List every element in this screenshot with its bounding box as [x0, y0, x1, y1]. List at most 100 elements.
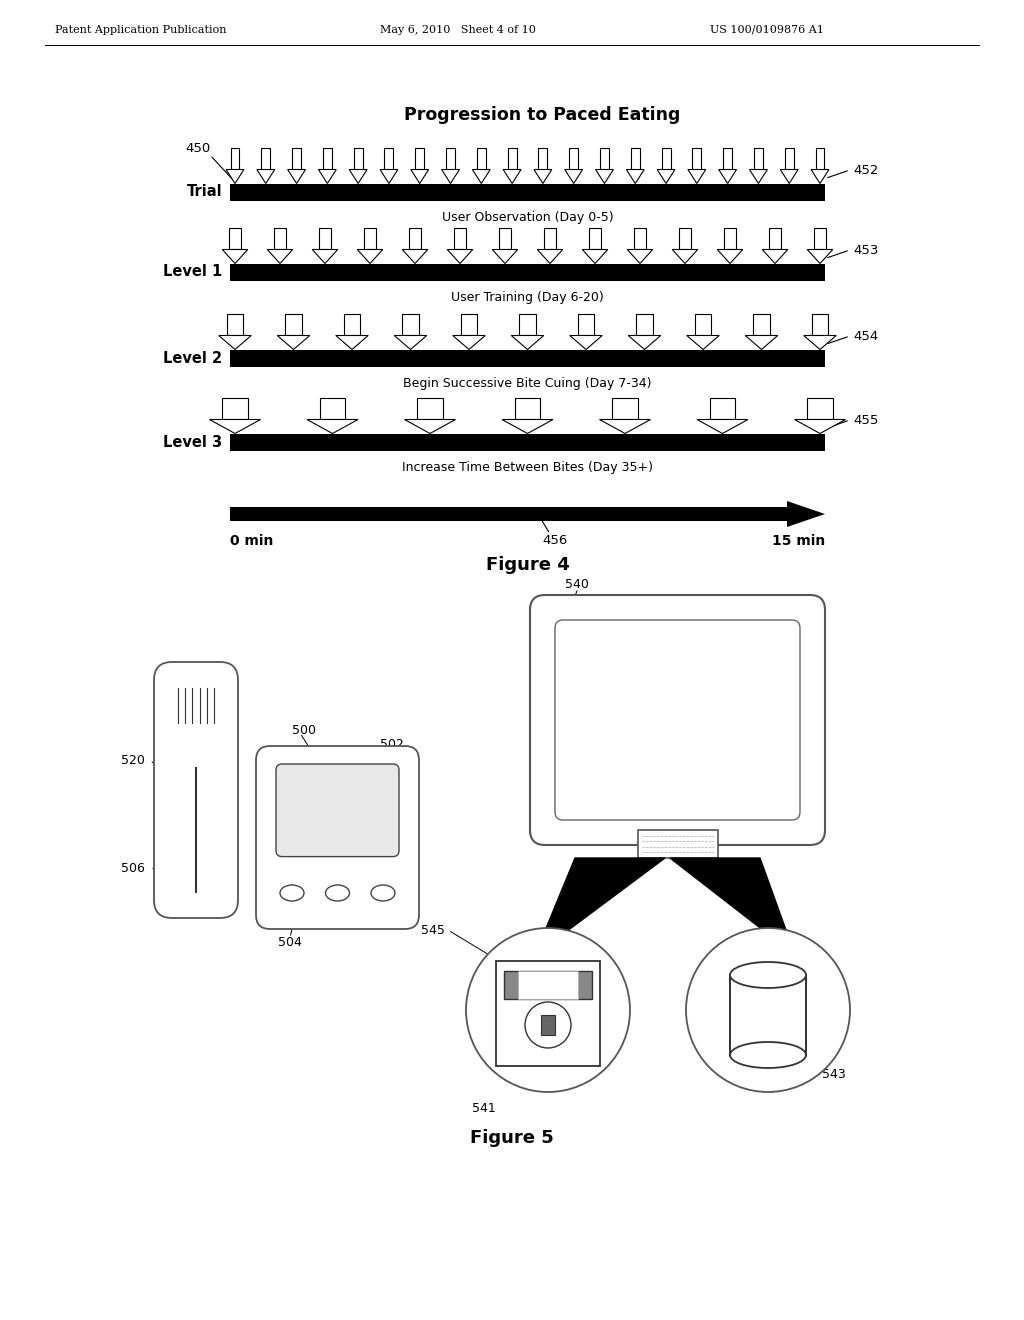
Text: Figure 4: Figure 4: [485, 556, 569, 574]
FancyBboxPatch shape: [784, 148, 794, 169]
Polygon shape: [672, 249, 697, 264]
Text: Begin Successive Bite Cuing (Day 7-34): Begin Successive Bite Cuing (Day 7-34): [403, 376, 651, 389]
FancyBboxPatch shape: [286, 314, 302, 335]
Ellipse shape: [280, 884, 304, 902]
FancyBboxPatch shape: [222, 399, 248, 420]
Circle shape: [686, 928, 850, 1092]
Polygon shape: [349, 169, 367, 183]
Polygon shape: [336, 335, 369, 350]
Polygon shape: [411, 169, 429, 183]
FancyBboxPatch shape: [292, 148, 301, 169]
FancyBboxPatch shape: [273, 228, 287, 249]
FancyBboxPatch shape: [769, 228, 781, 249]
Polygon shape: [222, 249, 248, 264]
Text: Increase Time Between Bites (Day 35+): Increase Time Between Bites (Day 35+): [402, 461, 653, 474]
Text: Level 2: Level 2: [163, 351, 222, 366]
Text: US 100/0109876 A1: US 100/0109876 A1: [710, 25, 824, 36]
Text: Trial: Trial: [186, 185, 222, 199]
FancyBboxPatch shape: [409, 228, 421, 249]
Text: 504: 504: [278, 936, 302, 949]
Polygon shape: [717, 249, 742, 264]
FancyBboxPatch shape: [589, 228, 601, 249]
FancyBboxPatch shape: [530, 595, 825, 845]
FancyBboxPatch shape: [612, 399, 638, 420]
FancyBboxPatch shape: [812, 314, 828, 335]
FancyBboxPatch shape: [319, 399, 345, 420]
Text: Level 1: Level 1: [163, 264, 222, 280]
FancyBboxPatch shape: [555, 620, 800, 820]
FancyBboxPatch shape: [724, 228, 736, 249]
Text: 500: 500: [292, 723, 316, 737]
FancyBboxPatch shape: [228, 228, 242, 249]
FancyBboxPatch shape: [544, 228, 556, 249]
Text: 456: 456: [543, 535, 567, 546]
FancyBboxPatch shape: [631, 148, 640, 169]
FancyBboxPatch shape: [461, 314, 477, 335]
FancyBboxPatch shape: [807, 399, 833, 420]
Polygon shape: [599, 420, 650, 433]
FancyBboxPatch shape: [227, 314, 243, 335]
Polygon shape: [394, 335, 427, 350]
Polygon shape: [627, 169, 644, 183]
FancyBboxPatch shape: [454, 228, 466, 249]
Text: 450: 450: [185, 141, 210, 154]
Text: User Observation (Day 0-5): User Observation (Day 0-5): [441, 210, 613, 223]
Polygon shape: [210, 420, 260, 433]
Polygon shape: [657, 169, 675, 183]
FancyBboxPatch shape: [638, 830, 718, 858]
FancyBboxPatch shape: [353, 148, 362, 169]
Text: 453: 453: [853, 243, 879, 256]
FancyBboxPatch shape: [261, 148, 270, 169]
FancyBboxPatch shape: [230, 264, 825, 281]
Text: Figure 5: Figure 5: [470, 1129, 554, 1147]
FancyBboxPatch shape: [276, 764, 399, 857]
Ellipse shape: [730, 1041, 806, 1068]
Polygon shape: [795, 420, 846, 433]
Polygon shape: [472, 169, 490, 183]
Polygon shape: [565, 169, 583, 183]
Polygon shape: [288, 169, 305, 183]
Text: Patent Application Publication: Patent Application Publication: [55, 25, 226, 36]
Text: 543: 543: [822, 1068, 846, 1081]
Text: 452: 452: [853, 164, 879, 177]
FancyBboxPatch shape: [634, 228, 646, 249]
Polygon shape: [750, 169, 767, 183]
Text: 15 min: 15 min: [772, 535, 825, 548]
FancyBboxPatch shape: [515, 399, 541, 420]
Polygon shape: [402, 249, 428, 264]
Polygon shape: [697, 420, 748, 433]
FancyBboxPatch shape: [344, 314, 360, 335]
FancyBboxPatch shape: [323, 148, 332, 169]
Text: 502: 502: [380, 738, 403, 751]
FancyBboxPatch shape: [723, 148, 732, 169]
FancyBboxPatch shape: [662, 148, 671, 169]
FancyBboxPatch shape: [230, 433, 825, 450]
Polygon shape: [453, 335, 485, 350]
Polygon shape: [312, 249, 338, 264]
FancyBboxPatch shape: [504, 972, 592, 999]
FancyBboxPatch shape: [636, 314, 652, 335]
Polygon shape: [447, 249, 473, 264]
Text: May 6, 2010   Sheet 4 of 10: May 6, 2010 Sheet 4 of 10: [380, 25, 536, 36]
Polygon shape: [230, 502, 825, 527]
FancyBboxPatch shape: [416, 148, 424, 169]
FancyBboxPatch shape: [446, 148, 455, 169]
Polygon shape: [688, 169, 706, 183]
Polygon shape: [583, 249, 608, 264]
Polygon shape: [307, 420, 358, 433]
Polygon shape: [745, 335, 777, 350]
Polygon shape: [226, 169, 244, 183]
Polygon shape: [278, 335, 309, 350]
Polygon shape: [807, 249, 833, 264]
FancyBboxPatch shape: [541, 1015, 555, 1035]
Text: 454: 454: [853, 330, 879, 342]
Text: 520: 520: [121, 754, 145, 767]
Text: 541: 541: [472, 1102, 496, 1115]
FancyBboxPatch shape: [754, 314, 770, 335]
Polygon shape: [629, 335, 660, 350]
FancyBboxPatch shape: [679, 228, 691, 249]
FancyBboxPatch shape: [230, 350, 825, 367]
Polygon shape: [503, 169, 521, 183]
Circle shape: [525, 1002, 571, 1048]
FancyBboxPatch shape: [539, 148, 548, 169]
